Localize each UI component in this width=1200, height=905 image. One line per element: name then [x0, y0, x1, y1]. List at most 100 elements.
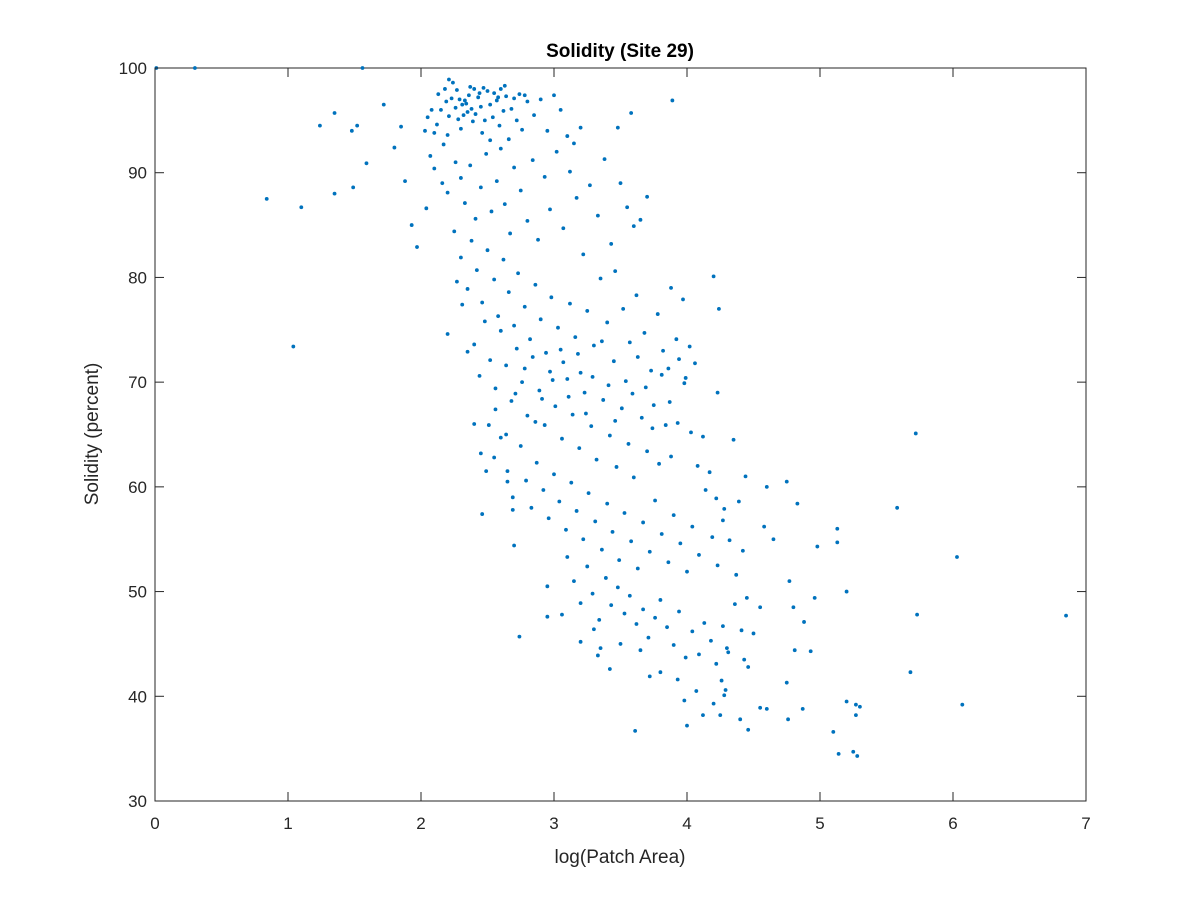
data-point	[572, 141, 576, 146]
data-point	[524, 478, 528, 483]
data-point	[595, 653, 600, 658]
data-point	[739, 628, 744, 633]
data-point	[525, 413, 530, 418]
x-tick-label: 7	[1081, 814, 1090, 833]
data-point	[548, 369, 552, 374]
data-point	[738, 717, 743, 722]
data-point	[468, 84, 473, 89]
data-point	[545, 128, 550, 133]
data-point	[318, 123, 322, 128]
data-point	[564, 527, 568, 532]
data-point	[641, 520, 646, 525]
data-point	[710, 535, 715, 540]
data-point	[554, 149, 559, 154]
data-point	[436, 92, 441, 97]
data-point	[568, 301, 572, 306]
data-point	[459, 126, 463, 131]
data-point	[477, 373, 482, 378]
data-point	[715, 390, 720, 395]
data-point	[721, 624, 725, 629]
data-point	[504, 432, 509, 437]
data-point	[851, 749, 856, 754]
data-point	[667, 400, 672, 404]
data-point	[615, 125, 620, 130]
data-point	[649, 368, 653, 373]
data-point	[497, 123, 502, 128]
data-point	[594, 457, 599, 462]
data-point	[572, 579, 576, 583]
x-tick-label: 6	[948, 814, 957, 833]
data-point	[462, 201, 467, 205]
data-point	[565, 555, 570, 559]
data-point	[595, 213, 600, 218]
data-point	[831, 729, 836, 734]
data-point	[689, 430, 693, 435]
data-point	[494, 179, 499, 183]
data-point	[659, 372, 664, 377]
data-point	[651, 403, 656, 408]
data-point	[502, 83, 507, 88]
data-point	[565, 134, 570, 138]
data-point	[445, 190, 450, 195]
data-point	[457, 97, 462, 102]
data-point	[534, 460, 539, 465]
data-point	[697, 553, 701, 557]
data-point	[566, 394, 571, 399]
data-point	[576, 351, 580, 356]
data-point	[675, 421, 680, 425]
data-point	[498, 435, 503, 440]
data-point	[791, 605, 796, 610]
data-point	[590, 375, 595, 379]
data-point	[452, 229, 457, 234]
data-point	[538, 317, 543, 322]
x-tick-label: 2	[416, 814, 425, 833]
x-tick-label: 3	[549, 814, 558, 833]
y-axis-label: Solidity (percent)	[82, 363, 103, 506]
data-point	[732, 602, 737, 607]
data-point	[485, 248, 490, 253]
data-point	[787, 579, 792, 583]
y-tick-label: 80	[128, 268, 147, 287]
data-point	[598, 276, 603, 281]
data-point	[726, 650, 731, 655]
data-point	[719, 678, 724, 683]
data-point	[855, 754, 860, 758]
data-point	[605, 501, 610, 506]
data-point	[746, 727, 751, 732]
data-point	[630, 391, 635, 396]
data-point	[466, 93, 471, 98]
data-point	[645, 194, 649, 199]
data-point	[552, 93, 556, 98]
data-point	[725, 646, 729, 651]
data-point	[550, 378, 555, 382]
data-point	[669, 286, 673, 290]
data-point	[510, 495, 515, 500]
data-point	[525, 99, 530, 104]
data-point	[693, 361, 697, 366]
data-point	[574, 509, 579, 513]
data-point	[812, 595, 817, 600]
data-point	[671, 513, 676, 518]
data-point	[432, 166, 437, 171]
data-point	[299, 205, 304, 210]
data-point	[663, 423, 668, 427]
data-point	[731, 437, 736, 442]
data-point	[459, 176, 463, 180]
plot-area	[154, 67, 1087, 802]
data-point	[480, 512, 485, 516]
axis-ticks: 0 1 2 3 4 5 6 7 30 40 50 60 70 80 90 100	[119, 59, 1091, 833]
data-point	[488, 102, 493, 107]
data-point	[592, 627, 596, 632]
data-point	[476, 95, 481, 100]
data-point	[751, 631, 756, 636]
data-point	[351, 185, 356, 190]
data-point	[548, 207, 552, 212]
data-point	[560, 436, 564, 441]
data-point	[762, 524, 767, 529]
data-point	[858, 704, 862, 709]
data-point	[690, 629, 695, 634]
data-point	[598, 646, 603, 651]
y-tick-label: 30	[128, 792, 147, 811]
data-point	[681, 297, 685, 302]
y-tick-label: 100	[119, 59, 147, 78]
